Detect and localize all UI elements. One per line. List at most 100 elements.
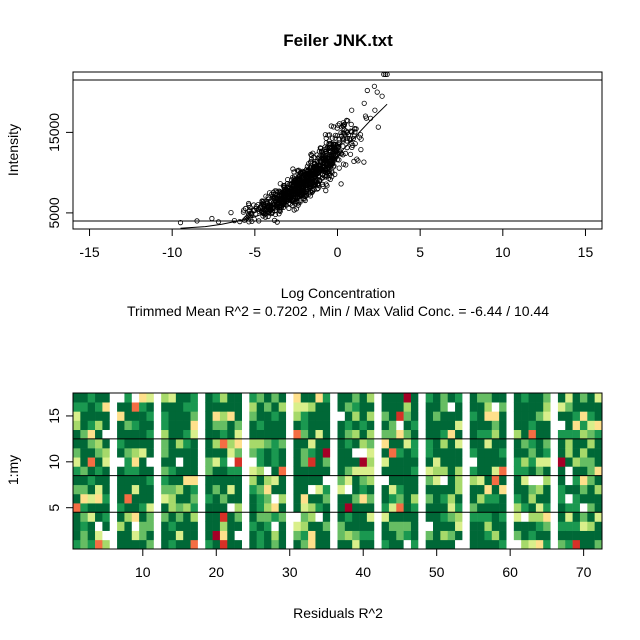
heatmap-cell: [95, 466, 103, 476]
heatmap-cell: [344, 521, 353, 531]
scatter-point: [246, 202, 252, 208]
heatmap-cell: [359, 420, 368, 431]
heatmap-cell: [95, 429, 103, 440]
heatmap-cell: [315, 493, 324, 504]
heatmap-cell: [550, 411, 559, 421]
heatmap-cell: [425, 539, 434, 550]
heatmap-cell: [359, 438, 368, 449]
heatmap-cell: [256, 438, 265, 449]
heatmap-y-axis: 5 10 15: [46, 408, 74, 512]
heatmap-cell: [513, 512, 522, 522]
heatmap-cell: [73, 448, 81, 458]
heatmap-cell: [587, 530, 595, 541]
heatmap-cell: [190, 438, 199, 449]
heatmap-cell: [73, 539, 81, 550]
heatmap-cell: [322, 438, 331, 449]
heatmap-cell: [153, 438, 162, 449]
heatmap-cell: [396, 530, 404, 541]
heatmap-cell: [212, 493, 221, 504]
heatmap-cell: [521, 411, 529, 421]
heatmap-cell: [565, 503, 573, 513]
heatmap-cell: [433, 475, 441, 486]
scatter-point: [327, 176, 333, 182]
heatmap-cell: [153, 393, 162, 403]
heatmap-cell: [425, 438, 434, 449]
heatmap-cell: [131, 457, 140, 467]
heatmap-cell: [425, 420, 434, 431]
heatmap-cell: [256, 457, 265, 467]
heatmap-cell: [579, 457, 588, 467]
scatter-point: [305, 167, 311, 173]
scatter-point: [300, 186, 306, 192]
scatter-point: [209, 215, 215, 222]
heatmap-cell: [477, 512, 485, 522]
heatmap-cell: [557, 539, 566, 550]
scatter-point: [326, 150, 332, 156]
heatmap-cell: [212, 429, 221, 440]
heatmap-cell: [234, 512, 243, 522]
heatmap-cell: [447, 512, 456, 522]
heatmap-cell: [109, 493, 118, 504]
heatmap-cell: [212, 402, 221, 412]
heatmap-cell: [293, 402, 302, 412]
heatmap-cell: [131, 475, 140, 486]
heatmap-cell: [264, 484, 272, 495]
scatter-point: [328, 146, 334, 152]
heatmap-cell: [440, 411, 449, 421]
scatter-point: [297, 199, 303, 205]
heatmap-cell: [227, 429, 235, 440]
heatmap-row-dividers: [73, 438, 602, 513]
heatmap-cell: [425, 512, 434, 522]
heatmap-cell: [212, 530, 221, 541]
heatmap-cell: [227, 420, 235, 431]
heatmap-cell: [425, 448, 434, 458]
heatmap-cell: [234, 402, 243, 412]
heatmap-cell: [557, 466, 566, 476]
heatmap-cell: [528, 466, 537, 476]
heatmap-cell: [344, 457, 353, 467]
scatter-point: [287, 201, 293, 207]
heatmap-cell: [139, 475, 147, 486]
heatmap-cell: [528, 484, 537, 495]
heatmap-cell: [513, 530, 522, 541]
heatmap-cell: [550, 512, 559, 522]
scatter-point: [326, 132, 333, 138]
heatmap-cell: [543, 402, 551, 412]
heatmap-cell: [521, 438, 529, 449]
heatmap-cell: [425, 429, 434, 440]
heatmap-cell: [557, 438, 566, 449]
heatmap-cell: [477, 503, 485, 513]
heatmap-cell: [388, 530, 397, 541]
heatmap-cell: [535, 429, 544, 440]
heatmap-cell: [205, 466, 213, 476]
heatmap-cell: [521, 484, 529, 495]
heatmap-cell: [469, 402, 478, 412]
heatmap-cell: [579, 393, 588, 403]
heatmap-cell: [190, 503, 199, 513]
heatmap-cell: [521, 393, 529, 403]
heatmap-cell: [528, 512, 537, 522]
heatmap-cell: [337, 438, 346, 449]
heatmap-cell: [388, 438, 397, 449]
heatmap-cell: [565, 448, 573, 458]
heatmap-cell: [521, 466, 529, 476]
heatmap-cell: [212, 521, 221, 531]
scatter-point: [338, 181, 344, 187]
heatmap-cell: [572, 484, 581, 495]
heatmap-cell: [403, 512, 412, 522]
heatmap-cell: [322, 512, 331, 522]
scatter-point: [375, 124, 381, 130]
heatmap-cell: [315, 420, 324, 431]
heatmap-cell: [337, 457, 346, 467]
heatmap-cell: [293, 466, 302, 476]
heatmap-cell: [73, 411, 81, 421]
heatmap-cell: [139, 420, 147, 431]
heatmap-cell: [388, 457, 397, 467]
heatmap-cell: [469, 466, 478, 476]
heatmap-cell: [80, 402, 88, 412]
heatmap-cell: [271, 429, 280, 440]
scatter-point: [259, 201, 265, 207]
scatter-point: [314, 186, 320, 192]
heatmap-cell: [117, 411, 125, 421]
heatmap-cell: [190, 393, 199, 403]
